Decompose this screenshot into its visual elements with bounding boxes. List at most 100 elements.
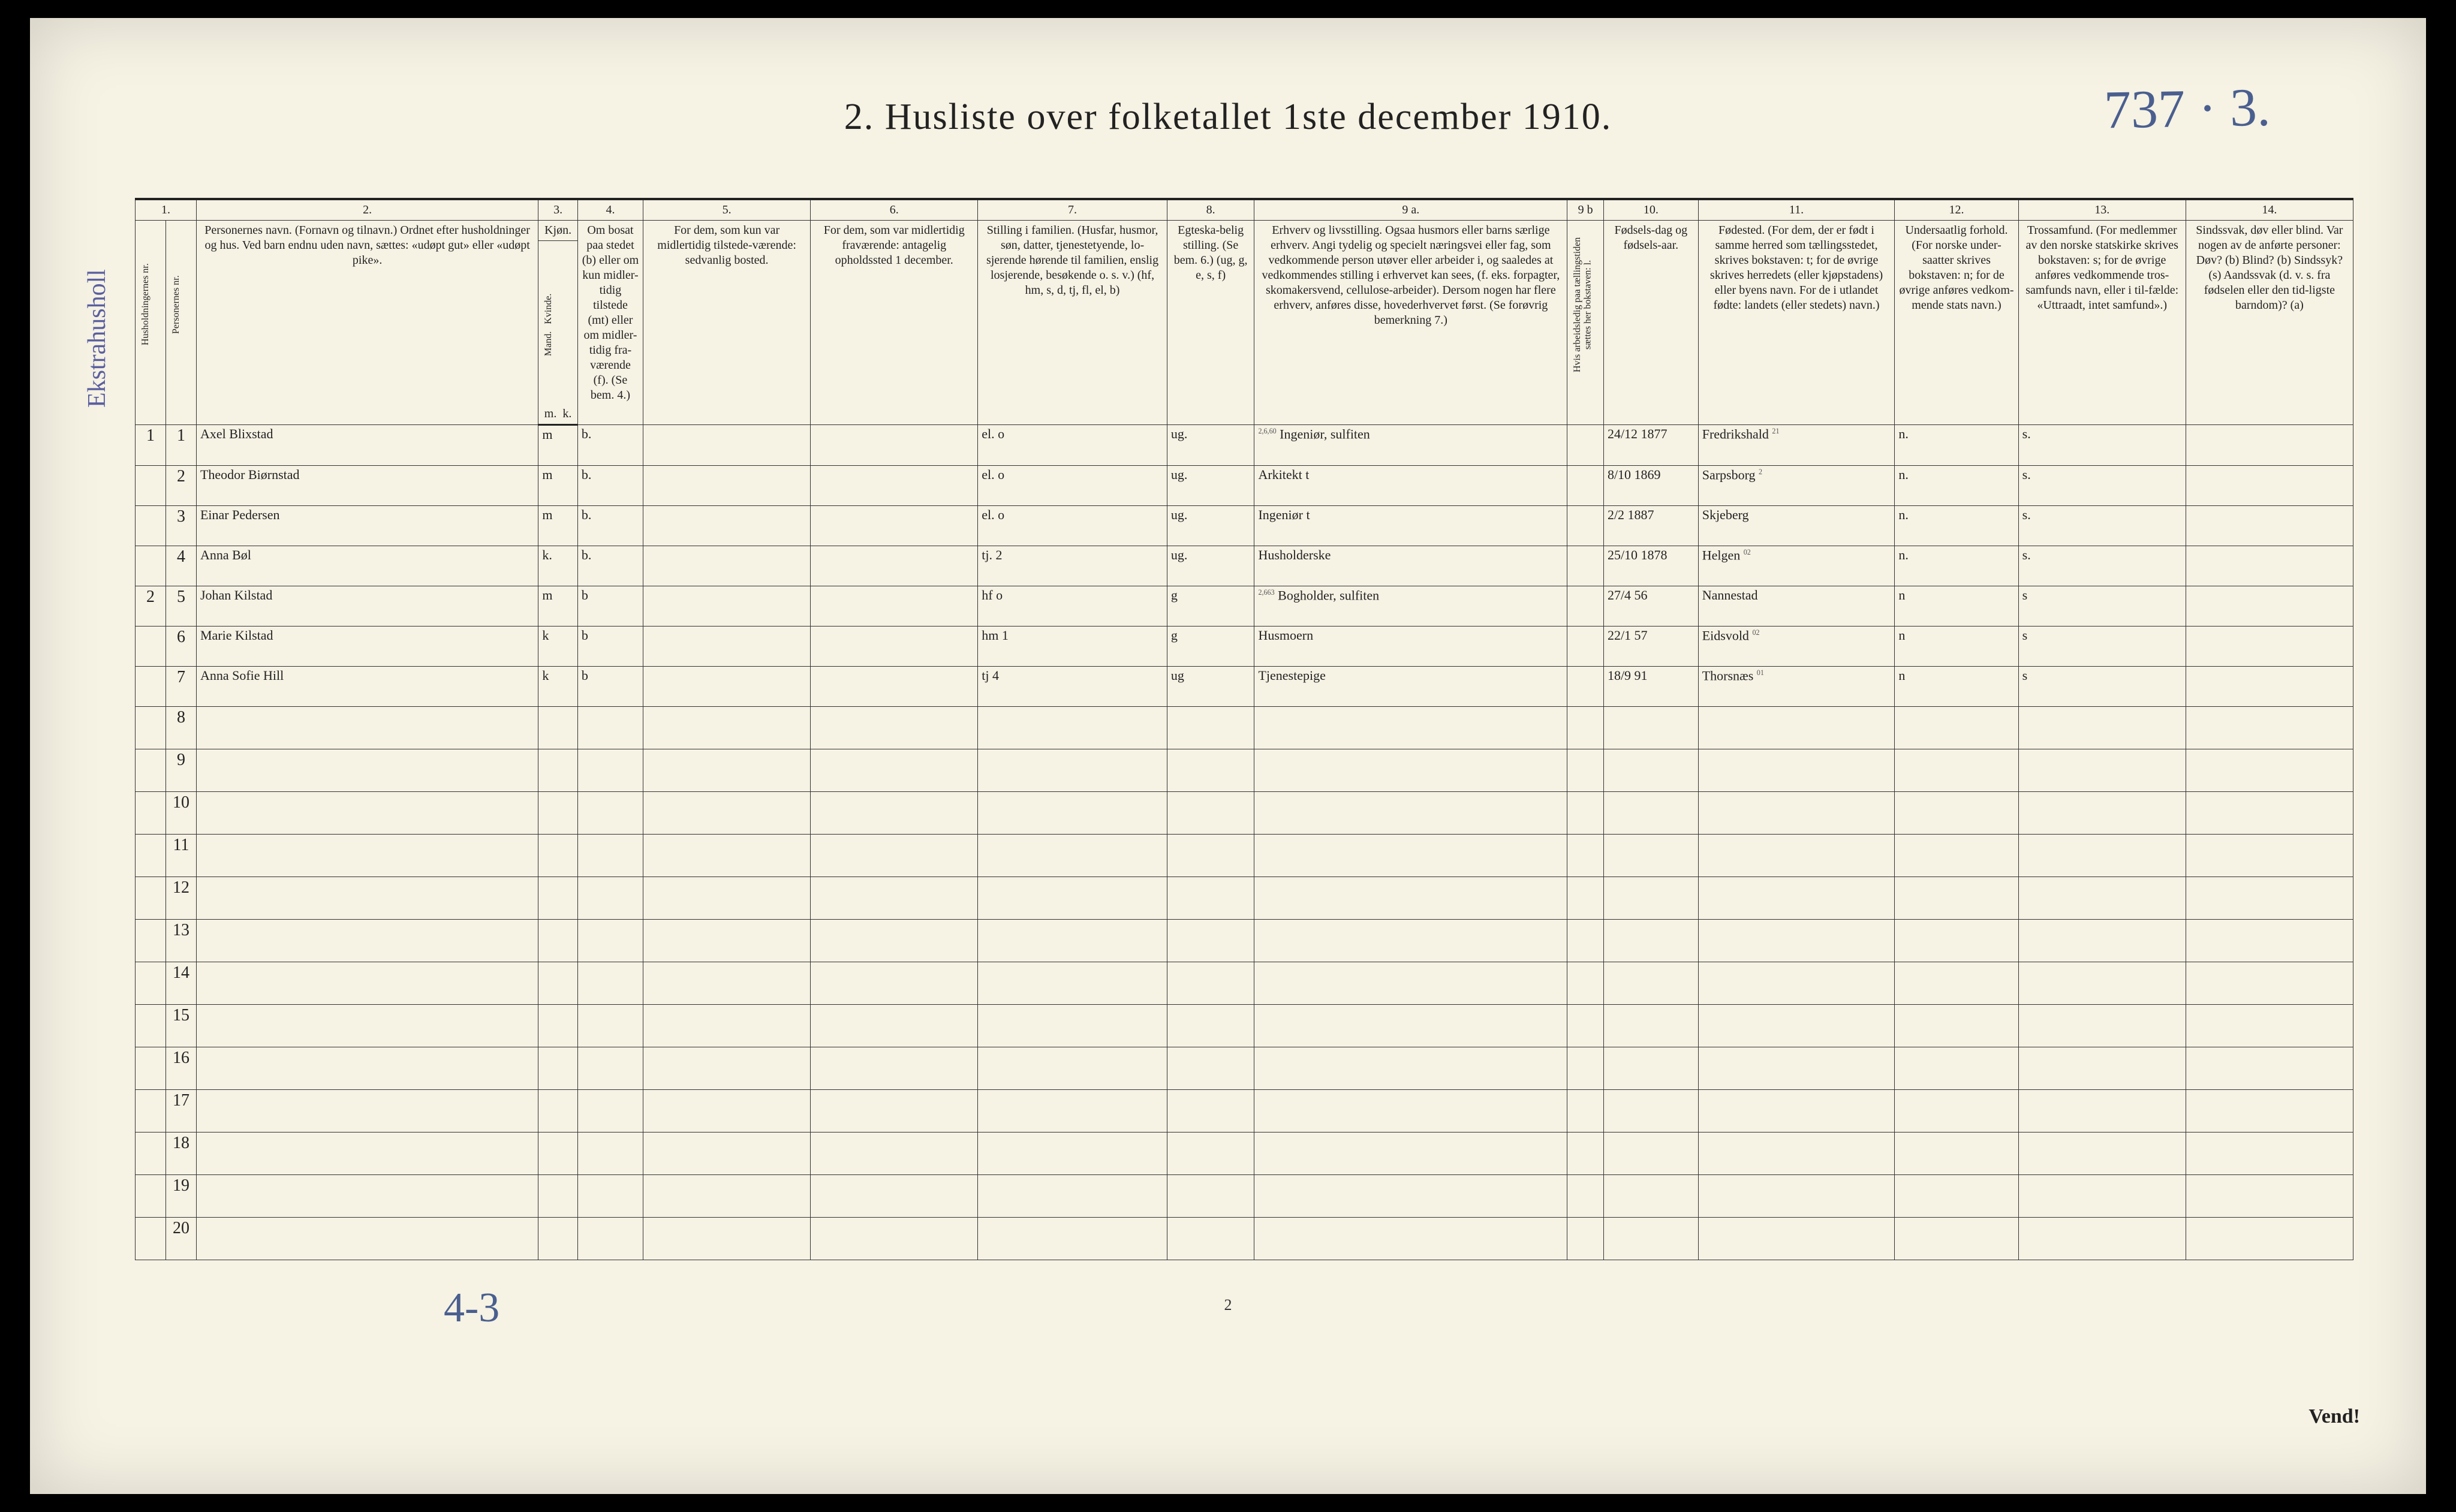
hdr-c13: Trossamfund. (For medlemmer av den norsk… [2018, 221, 2186, 425]
cell-hh [136, 466, 166, 506]
cell-c8: g [1167, 627, 1254, 667]
cell-empty [1254, 962, 1567, 1005]
cell-hh [136, 627, 166, 667]
cell-c5 [643, 546, 811, 586]
cell-empty [811, 1175, 978, 1218]
cell-c9b [1567, 466, 1604, 506]
cell-c13: s. [2018, 425, 2186, 466]
cell-empty [538, 1090, 578, 1133]
cell-empty [811, 749, 978, 792]
cell-c9a: 2,6,60 Ingeniør, sulfiten [1254, 425, 1567, 466]
cell-empty [1254, 1218, 1567, 1260]
cell-c14 [2186, 667, 2353, 707]
cell-c12: n [1895, 586, 2018, 627]
cell-empty [811, 1218, 978, 1260]
cell-empty [1254, 877, 1567, 920]
cell-empty [538, 1047, 578, 1090]
cell-empty [2018, 877, 2186, 920]
cell-c12: n. [1895, 466, 2018, 506]
colnum-2: 2. [196, 199, 538, 221]
cell-hh [136, 962, 166, 1005]
cell-empty [978, 1133, 1167, 1175]
cell-c13: s [2018, 586, 2186, 627]
cell-empty [978, 1090, 1167, 1133]
table-row: 13 [136, 920, 2353, 962]
cell-c12: n. [1895, 425, 2018, 466]
cell-empty [1254, 1005, 1567, 1047]
cell-c12: n. [1895, 506, 2018, 546]
colnum-1: 1. [136, 199, 197, 221]
cell-empty [538, 920, 578, 962]
cell-empty [643, 1133, 811, 1175]
cell-empty [577, 1005, 643, 1047]
cell-empty [2018, 1175, 2186, 1218]
cell-sex: k [538, 627, 578, 667]
cell-empty [577, 877, 643, 920]
census-table: 1. 2. 3. 4. 5. 6. 7. 8. 9 a. 9 b 10. 11.… [135, 198, 2353, 1260]
cell-c14 [2186, 466, 2353, 506]
cell-empty [1603, 877, 1698, 920]
cell-empty [2186, 962, 2353, 1005]
cell-empty [1567, 1133, 1604, 1175]
cell-empty [1567, 1175, 1604, 1218]
cell-pn: 5 [165, 586, 196, 627]
cell-empty [1698, 1133, 1895, 1175]
cell-c5 [643, 425, 811, 466]
cell-empty [577, 835, 643, 877]
cell-empty [577, 1175, 643, 1218]
cell-empty [577, 962, 643, 1005]
cell-empty [1603, 920, 1698, 962]
cell-pn: 2 [165, 466, 196, 506]
cell-empty [643, 1218, 811, 1260]
cell-empty [1895, 962, 2018, 1005]
cell-empty [643, 1175, 811, 1218]
cell-c11: Skjeberg [1698, 506, 1895, 546]
cell-c14 [2186, 546, 2353, 586]
cell-hh: 2 [136, 586, 166, 627]
table-row: 9 [136, 749, 2353, 792]
cell-empty [1567, 1090, 1604, 1133]
cell-empty [1167, 962, 1254, 1005]
cell-empty [643, 707, 811, 749]
table-row: 20 [136, 1218, 2353, 1260]
cell-empty [643, 1090, 811, 1133]
colnum-11: 11. [1698, 199, 1895, 221]
cell-empty [643, 835, 811, 877]
cell-empty [196, 1218, 538, 1260]
hdr-c7: Stilling i familien. (Husfar, husmor, sø… [978, 221, 1167, 425]
cell-res: b. [577, 425, 643, 466]
cell-hh [136, 1218, 166, 1260]
cell-sex: m [538, 425, 578, 466]
cell-empty [196, 877, 538, 920]
cell-empty [1167, 1175, 1254, 1218]
cell-empty [1698, 962, 1895, 1005]
cell-empty [577, 707, 643, 749]
cell-c7: el. o [978, 425, 1167, 466]
table-row: 3Einar Pedersenmb.el. oug.Ingeniør t2/2 … [136, 506, 2353, 546]
cell-empty [2018, 707, 2186, 749]
cell-empty [1603, 962, 1698, 1005]
cell-hh [136, 1090, 166, 1133]
cell-empty [2018, 920, 2186, 962]
cell-hh [136, 1005, 166, 1047]
table-row: 6Marie Kilstadkbhm 1gHusmoern22/1 57Eids… [136, 627, 2353, 667]
cell-empty [1895, 1175, 2018, 1218]
cell-name: Johan Kilstad [196, 586, 538, 627]
cell-empty [196, 707, 538, 749]
cell-c13: s. [2018, 506, 2186, 546]
cell-empty [1895, 792, 2018, 835]
cell-empty [1254, 1090, 1567, 1133]
table-row: 16 [136, 1047, 2353, 1090]
cell-empty [196, 962, 538, 1005]
cell-c12: n [1895, 627, 2018, 667]
cell-c8: ug. [1167, 466, 1254, 506]
cell-empty [2186, 920, 2353, 962]
cell-c7: el. o [978, 466, 1167, 506]
cell-empty [1167, 1047, 1254, 1090]
table-row: 14 [136, 962, 2353, 1005]
hdr-c12: Undersaatlig forhold. (For norske under-… [1895, 221, 2018, 425]
table-row: 19 [136, 1175, 2353, 1218]
cell-empty [2186, 1047, 2353, 1090]
hdr-c9b: Hvis arbeidsledig paa tællingstiden sætt… [1567, 221, 1604, 425]
table-row: 17 [136, 1090, 2353, 1133]
